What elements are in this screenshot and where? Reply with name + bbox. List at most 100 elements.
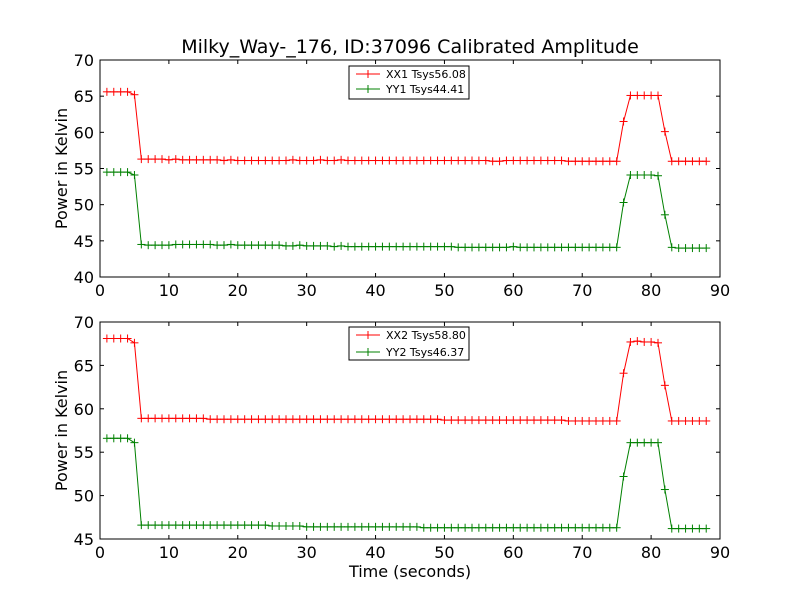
- bottom-series-2-point: [543, 523, 552, 532]
- bottom-series-2-point: [254, 521, 263, 530]
- top-series-2-point: [647, 171, 656, 180]
- bottom-series-2-point: [454, 523, 463, 532]
- bottom-x-tick-label: 20: [228, 543, 248, 562]
- bottom-series-1-point: [419, 415, 428, 424]
- top-series-1-point: [275, 156, 284, 165]
- bottom-series-1-point: [275, 415, 284, 424]
- bottom-series-1-point: [619, 369, 628, 378]
- bottom-series-2-point: [371, 522, 380, 531]
- bottom-series-2-point: [337, 522, 346, 531]
- bottom-series-2-point: [302, 522, 311, 531]
- bottom-series-1-point: [626, 337, 635, 346]
- bottom-series-1-point: [667, 416, 676, 425]
- bottom-series-2-point: [323, 522, 332, 531]
- bottom-series-1-point: [268, 415, 277, 424]
- bottom-series-2-point: [288, 521, 297, 530]
- bottom-series-2-point: [357, 522, 366, 531]
- top-series-1-point: [660, 127, 669, 136]
- bottom-series-1-point: [254, 415, 263, 424]
- top-series-2-point: [192, 240, 201, 249]
- top-series-1-point: [605, 157, 614, 166]
- bottom-series-2-point: [151, 521, 160, 530]
- bottom-series-2-point: [364, 522, 373, 531]
- bottom-series-2-point: [592, 523, 600, 532]
- bottom-series-2-point: [605, 523, 614, 532]
- top-series-2-point: [440, 242, 449, 251]
- bottom-legend-box: [348, 326, 470, 361]
- bottom-series-1-point: [371, 415, 380, 424]
- top-series-1-point: [571, 157, 580, 166]
- top-x-tick-label: 20: [228, 281, 248, 300]
- bottom-series-1-point: [357, 415, 366, 424]
- top-series-2-point: [674, 244, 683, 253]
- top-series-1-point: [543, 156, 552, 165]
- top-series-2-point: [344, 242, 352, 251]
- bottom-series-1-point: [647, 337, 656, 346]
- bottom-series-2-point: [474, 523, 483, 532]
- top-series-2-point: [268, 241, 277, 250]
- bottom-series-2-point: [295, 521, 304, 530]
- bottom-series-1-point: [344, 415, 352, 424]
- bottom-series-2-point: [564, 523, 573, 532]
- top-series-2-point: [578, 243, 587, 252]
- top-series-2-point: [240, 241, 249, 250]
- top-panel: 0 10 20 30 40 50 60 70 80 90 40 45 50 55 60 65 70 Power …: [52, 51, 730, 300]
- top-x-tick-label: 0: [95, 281, 105, 300]
- top-series-2-point: [626, 171, 635, 180]
- top-series-1-point: [626, 91, 635, 100]
- bottom-series-1-point: [474, 416, 483, 425]
- top-series-2-point: [130, 171, 139, 180]
- bottom-panel: 0 10 20 30 40 50 60 70 80 90 45 50 55 60 65 70 Power in…: [52, 313, 730, 581]
- top-series-1-point: [323, 156, 332, 165]
- top-series-1-point: [468, 156, 476, 165]
- bottom-series-2-point: [344, 522, 352, 531]
- top-series-1-point: [371, 156, 380, 165]
- bottom-y-tick-label: 70: [74, 313, 94, 332]
- top-series-1-point: [495, 157, 504, 166]
- top-series-1-point: [213, 155, 222, 164]
- bottom-series-2-point: [660, 485, 669, 494]
- top-series-2-point: [178, 240, 187, 249]
- top-series-1-point: [474, 156, 483, 165]
- bottom-series-1-point: [295, 415, 304, 424]
- top-series-2-point: [158, 241, 166, 250]
- top-legend-label-1: XX1 Tsys56.08: [386, 68, 466, 81]
- top-y-tick-label: 55: [74, 160, 94, 179]
- bottom-y-axis-label: Power in Kelvin: [52, 370, 71, 491]
- top-series-2-point: [144, 241, 153, 250]
- bottom-series-2-point: [647, 438, 656, 447]
- bottom-series-2-point: [516, 523, 525, 532]
- top-series-1-point: [220, 156, 228, 165]
- bottom-series-1-point: [337, 415, 346, 424]
- bottom-series-1-point: [640, 337, 649, 346]
- bottom-series-2-point: [640, 438, 649, 447]
- top-series-2-point: [226, 240, 235, 249]
- bottom-series-1-point: [509, 416, 518, 425]
- bottom-series-1-point: [702, 416, 711, 425]
- top-series-1-point: [102, 87, 111, 96]
- top-series-1-point: [378, 156, 387, 165]
- bottom-series-1-point: [406, 415, 414, 424]
- bottom-series-1-point: [654, 338, 662, 347]
- top-series-1-point: [399, 156, 408, 165]
- bottom-series-1-point: [516, 416, 525, 425]
- top-y-tick-label: 65: [74, 87, 94, 106]
- top-series-2-point: [509, 242, 518, 251]
- bottom-series-1-point: [323, 415, 332, 424]
- bottom-x-tick-label: 80: [641, 543, 661, 562]
- bottom-series-2-point: [350, 522, 359, 531]
- top-series-1-point: [233, 156, 242, 165]
- top-series-2-point: [468, 243, 476, 252]
- bottom-series-2-point: [330, 522, 339, 531]
- top-series-2-point: [612, 243, 621, 252]
- top-series-1-point: [592, 157, 600, 166]
- bottom-y-tick-label: 65: [74, 356, 94, 375]
- bottom-series-2-point: [233, 521, 242, 530]
- bottom-series-2-point: [192, 521, 201, 530]
- bottom-series-2-point: [612, 523, 621, 532]
- bottom-series-1-point: [240, 415, 249, 424]
- top-series-2-point: [350, 242, 359, 251]
- top-series-2-point: [164, 241, 173, 250]
- bottom-series-2-point: [309, 522, 318, 531]
- bottom-y-tick-label: 55: [74, 443, 94, 462]
